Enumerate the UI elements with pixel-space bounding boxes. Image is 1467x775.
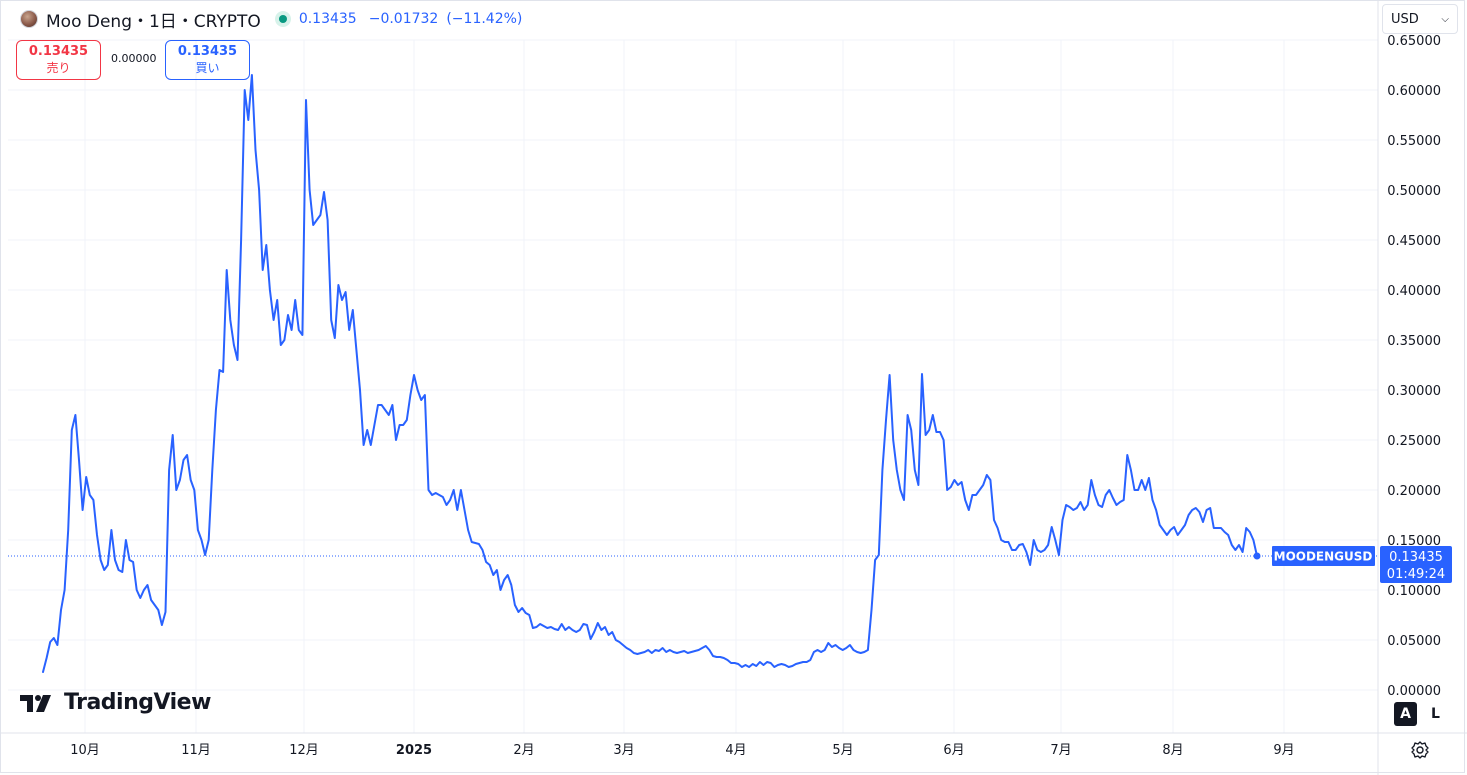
price-series-line[interactable]: [42, 74, 1258, 673]
tradingview-logo[interactable]: TradingView: [18, 690, 211, 715]
currency-value: USD: [1391, 11, 1419, 27]
x-tick-label: 2月: [513, 743, 534, 758]
x-tick-label: 2025: [396, 743, 432, 758]
symbol-label-bg: [1272, 546, 1375, 566]
countdown-label: 01:49:24: [1387, 567, 1445, 582]
chevron-down-icon: ⌵: [1441, 13, 1449, 25]
y-tick-label: 0.35000: [1387, 334, 1441, 349]
y-tick-label: 0.20000: [1387, 484, 1441, 499]
sell-price: 0.13435: [28, 44, 89, 59]
last-price: 0.13435: [298, 11, 357, 27]
symbol-logo-icon: [20, 10, 38, 28]
x-tick-label: 3月: [613, 743, 634, 758]
log-scale-button[interactable]: L: [1431, 706, 1440, 722]
y-tick-label: 0.15000: [1387, 534, 1441, 549]
market-open-icon: [274, 11, 291, 27]
price-label-bg: [1380, 546, 1452, 583]
x-tick-label: 11月: [181, 743, 211, 758]
y-tick-label: 0.25000: [1387, 434, 1441, 449]
x-tick-label: 4月: [725, 743, 746, 758]
x-tick-label: 12月: [289, 743, 319, 758]
y-tick-label: 0.10000: [1387, 584, 1441, 599]
symbol-label: MOODENGUSD: [1274, 550, 1373, 564]
x-tick-label: 7月: [1050, 743, 1071, 758]
currency-select[interactable]: USD ⌵: [1382, 4, 1458, 34]
x-tick-label: 5月: [832, 743, 853, 758]
symbol-title[interactable]: Moo Deng・1日・CRYPTO: [46, 11, 261, 32]
y-tick-label: 0.45000: [1387, 234, 1441, 249]
sell-button[interactable]: 0.13435 売り: [16, 40, 101, 80]
last-price-dot: [1253, 552, 1261, 560]
y-tick-label: 0.30000: [1387, 384, 1441, 399]
spread-value: 0.00000: [111, 52, 157, 65]
buy-button[interactable]: 0.13435 買い: [165, 40, 250, 80]
buy-price: 0.13435: [177, 44, 238, 59]
buy-label: 買い: [195, 61, 220, 75]
y-tick-label: 0.00000: [1387, 684, 1441, 699]
sell-label: 売り: [46, 61, 71, 75]
y-tick-label: 0.55000: [1387, 134, 1441, 149]
chart-header: Moo Deng・1日・CRYPTO 0.13435 −0.01732 (−11…: [20, 8, 523, 32]
x-tick-label: 10月: [70, 743, 100, 758]
gear-icon[interactable]: [1410, 740, 1430, 760]
y-tick-label: 0.60000: [1387, 84, 1441, 99]
auto-scale-button[interactable]: A: [1394, 702, 1417, 726]
y-tick-label: 0.65000: [1387, 34, 1441, 49]
x-tick-label: 8月: [1162, 743, 1183, 758]
tradingview-logo-icon: [20, 694, 51, 712]
y-tick-label: 0.05000: [1387, 634, 1441, 649]
price-change-percent: (−11.42%): [446, 11, 523, 27]
logo-text: TradingView: [64, 690, 211, 715]
x-tick-label: 6月: [943, 743, 964, 758]
x-tick-label: 9月: [1273, 743, 1294, 758]
y-tick-label: 0.40000: [1387, 284, 1441, 299]
price-change: −0.01732: [368, 11, 439, 27]
last-value-label: 0.13435: [1389, 550, 1443, 565]
y-tick-label: 0.50000: [1387, 184, 1441, 199]
